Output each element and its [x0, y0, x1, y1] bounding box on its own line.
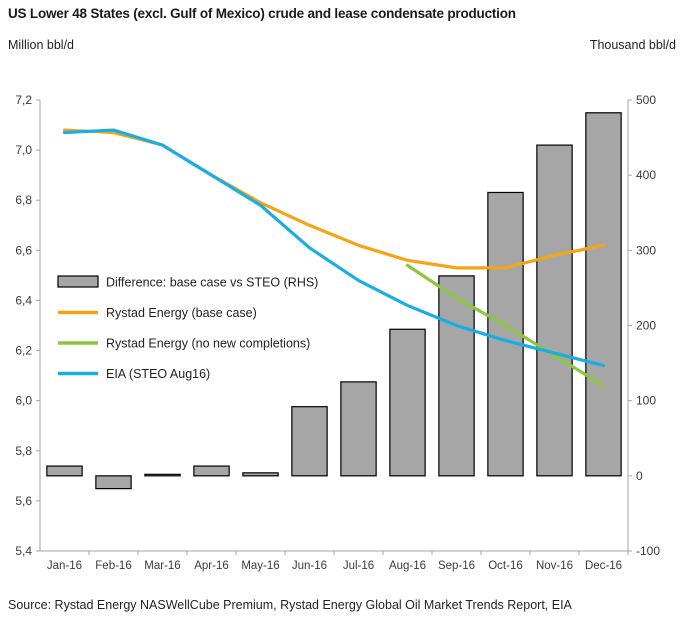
svg-text:Jan-16: Jan-16 — [47, 560, 82, 572]
legend-label: Difference: base case vs STEO (RHS) — [106, 276, 318, 290]
svg-text:7,0: 7,0 — [15, 143, 32, 157]
svg-text:Mar-16: Mar-16 — [144, 560, 180, 572]
svg-text:Nov-16: Nov-16 — [536, 560, 573, 572]
source-note: Source: Rystad Energy NASWellCube Premiu… — [8, 598, 572, 612]
svg-text:Oct-16: Oct-16 — [488, 560, 523, 572]
svg-text:6,6: 6,6 — [15, 243, 32, 257]
line-rystad-energy-no-new-completions — [405, 263, 606, 388]
chart-legend: Difference: base case vs STEO (RHS) Rysta… — [57, 275, 318, 381]
legend-label: Rystad Energy (no new completions) — [106, 337, 310, 351]
bar-Dec-16 — [585, 112, 622, 477]
svg-text:0: 0 — [636, 469, 643, 483]
bar-Feb-16 — [95, 475, 132, 490]
svg-text:5,4: 5,4 — [15, 544, 32, 558]
bar-Apr-16 — [193, 465, 230, 477]
svg-text:6,4: 6,4 — [15, 293, 32, 307]
svg-text:Feb-16: Feb-16 — [95, 560, 131, 572]
bar-series-difference — [46, 112, 622, 490]
bar-Jul-16 — [340, 381, 377, 477]
svg-text:6,0: 6,0 — [15, 394, 32, 408]
svg-text:Dec-16: Dec-16 — [585, 560, 622, 572]
svg-text:-100: -100 — [636, 544, 660, 558]
svg-text:6,8: 6,8 — [15, 193, 32, 207]
svg-text:500: 500 — [636, 93, 656, 107]
bar-Aug-16 — [389, 328, 426, 477]
legend-swatch-bar — [57, 275, 99, 288]
bar-Mar-16 — [144, 473, 181, 477]
page-title: US Lower 48 States (excl. Gulf of Mexico… — [8, 6, 516, 21]
line-series-group — [62, 128, 606, 388]
line-eia-steo-aug16 — [62, 128, 606, 368]
svg-text:300: 300 — [636, 243, 656, 257]
bar-Nov-16 — [536, 144, 573, 477]
svg-text:Jul-16: Jul-16 — [343, 560, 374, 572]
legend-label: EIA (STEO Aug16) — [106, 367, 210, 381]
svg-text:6,2: 6,2 — [15, 344, 32, 358]
bar-Sep-16 — [438, 275, 475, 477]
svg-text:5,8: 5,8 — [15, 444, 32, 458]
x-axis: Jan-16 Feb-16 Mar-16 Apr-16 May-16 Jun-16 Jul-… — [40, 550, 629, 572]
svg-text:400: 400 — [636, 168, 656, 182]
svg-text:Sep-16: Sep-16 — [438, 560, 475, 572]
svg-text:5,6: 5,6 — [15, 494, 32, 508]
svg-text:7,2: 7,2 — [15, 93, 32, 107]
left-axis-unit-label: Million bbl/d — [8, 38, 75, 52]
y-axis-left: 7,2 7,0 6,8 6,6 6,4 6,2 6,0 5,8 5,6 5,4 — [15, 93, 41, 558]
bar-Jan-16 — [46, 465, 83, 477]
bar-May-16 — [242, 472, 279, 477]
svg-text:200: 200 — [636, 319, 656, 333]
bar-Jun-16 — [291, 406, 328, 477]
right-axis-unit-label: Thousand bbl/d — [589, 38, 676, 52]
svg-text:Jun-16: Jun-16 — [292, 560, 327, 572]
svg-text:May-16: May-16 — [241, 560, 279, 572]
svg-text:Apr-16: Apr-16 — [194, 560, 229, 572]
legend-label: Rystad Energy (base case) — [106, 306, 257, 320]
svg-text:100: 100 — [636, 394, 656, 408]
svg-text:Aug-16: Aug-16 — [389, 560, 426, 572]
y-axis-right: 500 400 300 200 100 0 -100 — [627, 93, 660, 558]
